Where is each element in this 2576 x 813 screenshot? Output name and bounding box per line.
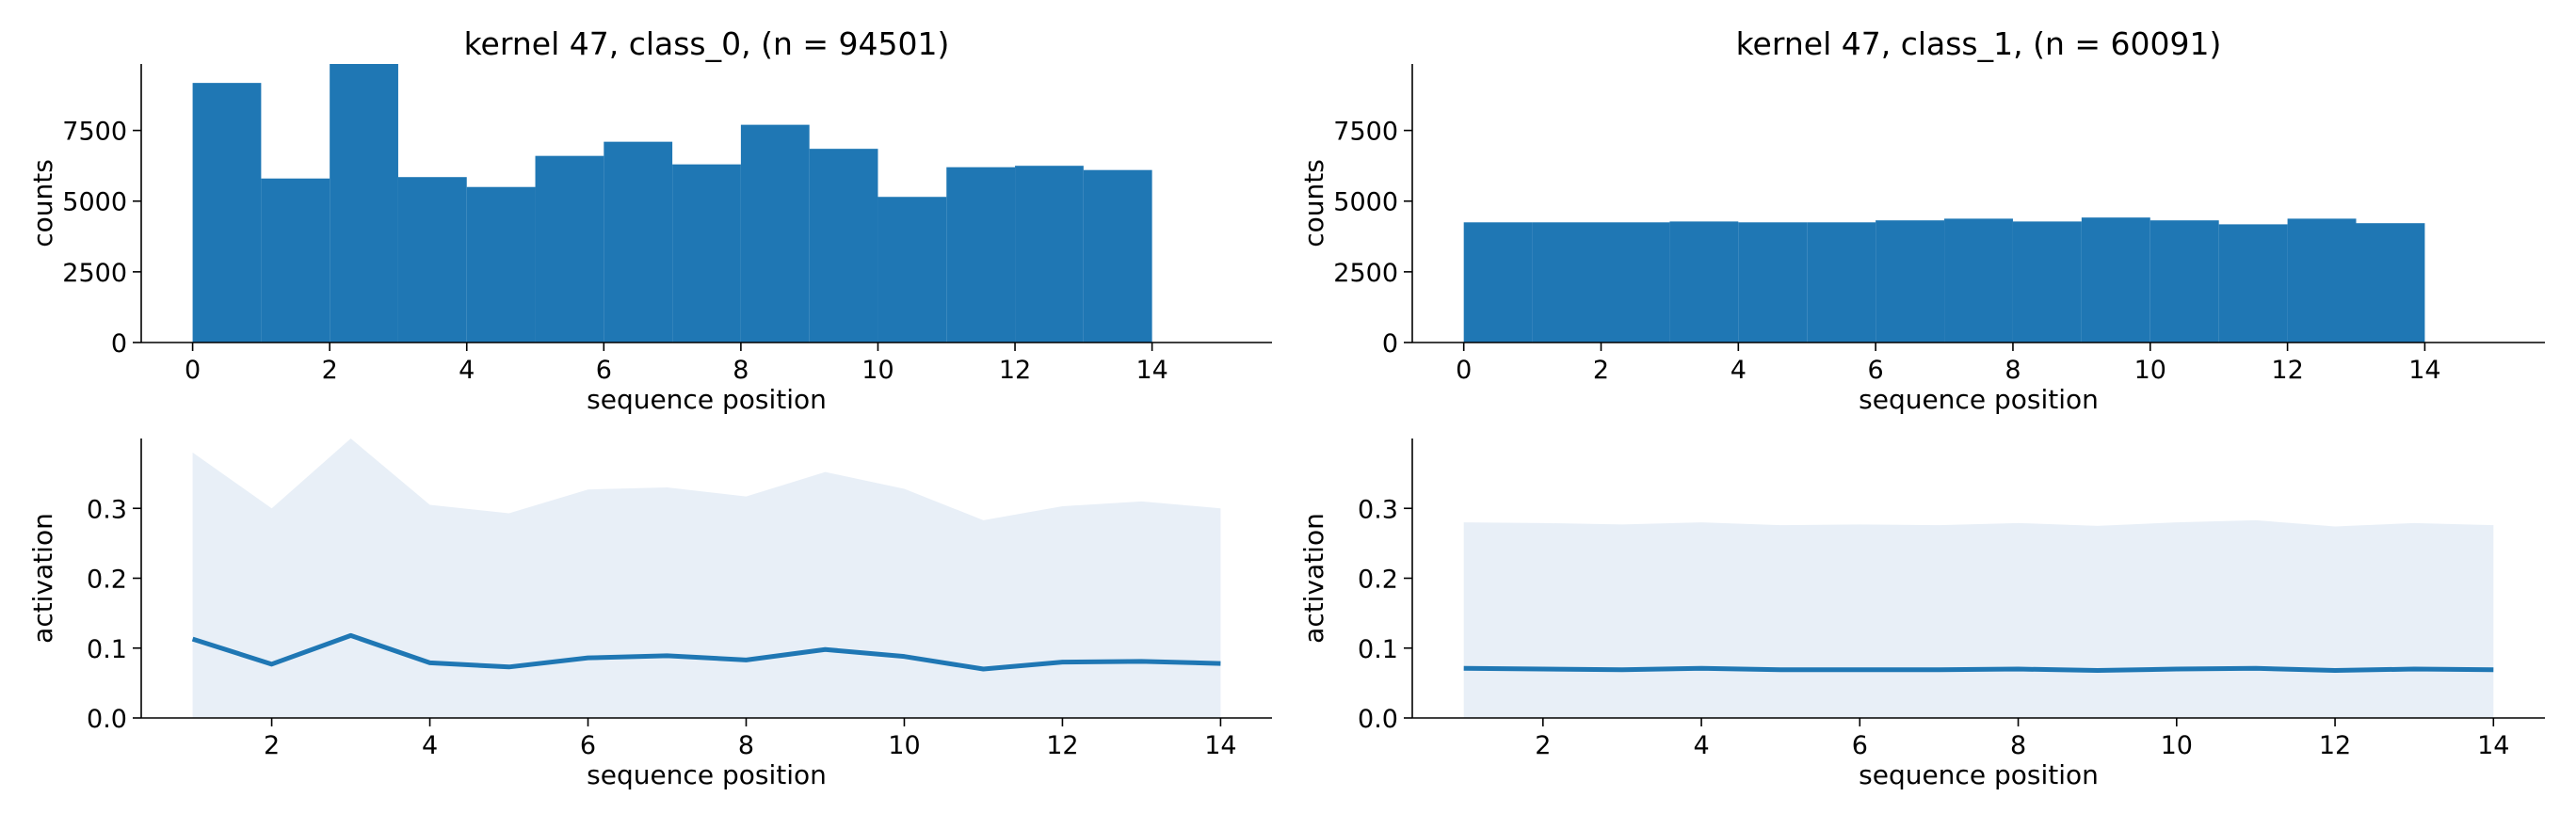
histogram-bar <box>1669 221 1739 343</box>
x-tick-label: 12 <box>2271 356 2303 385</box>
histogram-bar <box>2287 218 2357 343</box>
x-axis-label: sequence position <box>1859 384 2099 415</box>
x-tick-label: 10 <box>2161 731 2193 760</box>
y-tick-label: 0.2 <box>1358 566 1398 595</box>
histogram-bar <box>192 83 262 343</box>
x-tick-label: 6 <box>596 356 612 385</box>
histogram-bar <box>2149 220 2219 343</box>
x-tick-label: 0 <box>185 356 201 385</box>
y-tick-label: 0.1 <box>87 635 127 664</box>
x-tick-label: 2 <box>264 731 280 760</box>
x-tick-label: 6 <box>1868 356 1884 385</box>
x-tick-label: 2 <box>322 356 338 385</box>
y-axis-label: activation <box>27 513 58 644</box>
histogram-bar <box>2356 223 2425 343</box>
histogram-bar <box>1015 166 1084 343</box>
x-axis-label: sequence position <box>587 759 827 790</box>
x-tick-label: 10 <box>861 356 894 385</box>
histogram-bar <box>672 164 741 343</box>
x-tick-label: 8 <box>2010 731 2026 760</box>
x-tick-label: 6 <box>580 731 596 760</box>
mean-activation-line <box>1463 665 2494 674</box>
x-tick-label: 2 <box>1535 731 1551 760</box>
x-tick-label: 4 <box>1693 731 1709 760</box>
histogram-bar <box>946 167 1016 343</box>
x-tick-label: 4 <box>1731 356 1747 385</box>
histogram-bar <box>466 186 536 343</box>
y-tick-label: 2500 <box>1333 259 1398 288</box>
chart-panel-1 <box>1404 64 2545 351</box>
histogram-bar <box>1601 222 1670 343</box>
histogram-bar <box>330 64 398 343</box>
y-tick-label: 0.1 <box>1358 635 1398 664</box>
x-tick-label: 10 <box>2134 356 2166 385</box>
histogram-bar <box>740 124 810 343</box>
x-tick-label: 8 <box>733 356 749 385</box>
y-tick-label: 5000 <box>62 188 127 217</box>
histogram-bar <box>1876 220 1945 343</box>
histogram-bar <box>877 197 947 343</box>
x-tick-label: 6 <box>1852 731 1868 760</box>
histogram-bar <box>2081 217 2150 343</box>
chart-panel-0 <box>133 64 1272 351</box>
y-tick-label: 0.0 <box>87 705 127 734</box>
histogram-bar <box>397 177 467 343</box>
y-tick-label: 7500 <box>62 118 127 147</box>
x-tick-label: 0 <box>1456 356 1472 385</box>
x-tick-label: 12 <box>2319 731 2351 760</box>
y-axis-label: activation <box>1298 513 1329 644</box>
x-tick-label: 14 <box>1135 356 1167 385</box>
histogram-bar <box>1807 222 1876 343</box>
histogram-bar <box>1083 169 1152 343</box>
x-tick-label: 14 <box>2477 731 2509 760</box>
y-tick-label: 0.3 <box>87 495 127 524</box>
y-axis-label: counts <box>1298 159 1329 247</box>
x-tick-label: 12 <box>999 356 1031 385</box>
x-tick-label: 2 <box>1593 356 1609 385</box>
histogram-bar <box>1944 218 2013 343</box>
histogram-bar <box>261 178 330 343</box>
y-tick-label: 0.2 <box>87 566 127 595</box>
chart-panel-3 <box>1404 438 2545 726</box>
x-tick-label: 8 <box>738 731 754 760</box>
histogram-bar <box>2012 221 2082 343</box>
histogram-bar <box>535 155 604 343</box>
histogram-bar <box>809 149 878 343</box>
x-tick-label: 14 <box>1204 731 1236 760</box>
y-axis-label: counts <box>27 159 58 247</box>
x-tick-label: 12 <box>1046 731 1078 760</box>
y-tick-label: 0.0 <box>1358 705 1398 734</box>
y-tick-label: 0 <box>1382 329 1398 359</box>
x-tick-label: 4 <box>459 356 475 385</box>
chart-panel-2 <box>133 438 1272 726</box>
x-axis-label: sequence position <box>587 384 827 415</box>
y-tick-label: 2500 <box>62 259 127 288</box>
x-tick-label: 14 <box>2408 356 2440 385</box>
y-tick-label: 7500 <box>1333 118 1398 147</box>
histogram-bar <box>1532 222 1602 343</box>
histogram-bar <box>1463 222 1533 343</box>
x-tick-label: 10 <box>888 731 920 760</box>
y-tick-label: 5000 <box>1333 188 1398 217</box>
mean-activation-line <box>191 632 1221 672</box>
activation-band <box>192 438 1221 718</box>
activation-band <box>1463 519 2494 718</box>
chart-title: kernel 47, class_0, (n = 94501) <box>464 25 950 62</box>
y-tick-label: 0.3 <box>1358 495 1398 524</box>
x-axis-label: sequence position <box>1859 759 2099 790</box>
histogram-bar <box>1738 222 1808 343</box>
histogram-bar <box>604 141 673 343</box>
x-tick-label: 4 <box>422 731 438 760</box>
histogram-bar <box>2218 224 2288 343</box>
chart-title: kernel 47, class_1, (n = 60091) <box>1736 25 2222 62</box>
x-tick-label: 8 <box>2004 356 2021 385</box>
y-tick-label: 0 <box>111 329 127 359</box>
